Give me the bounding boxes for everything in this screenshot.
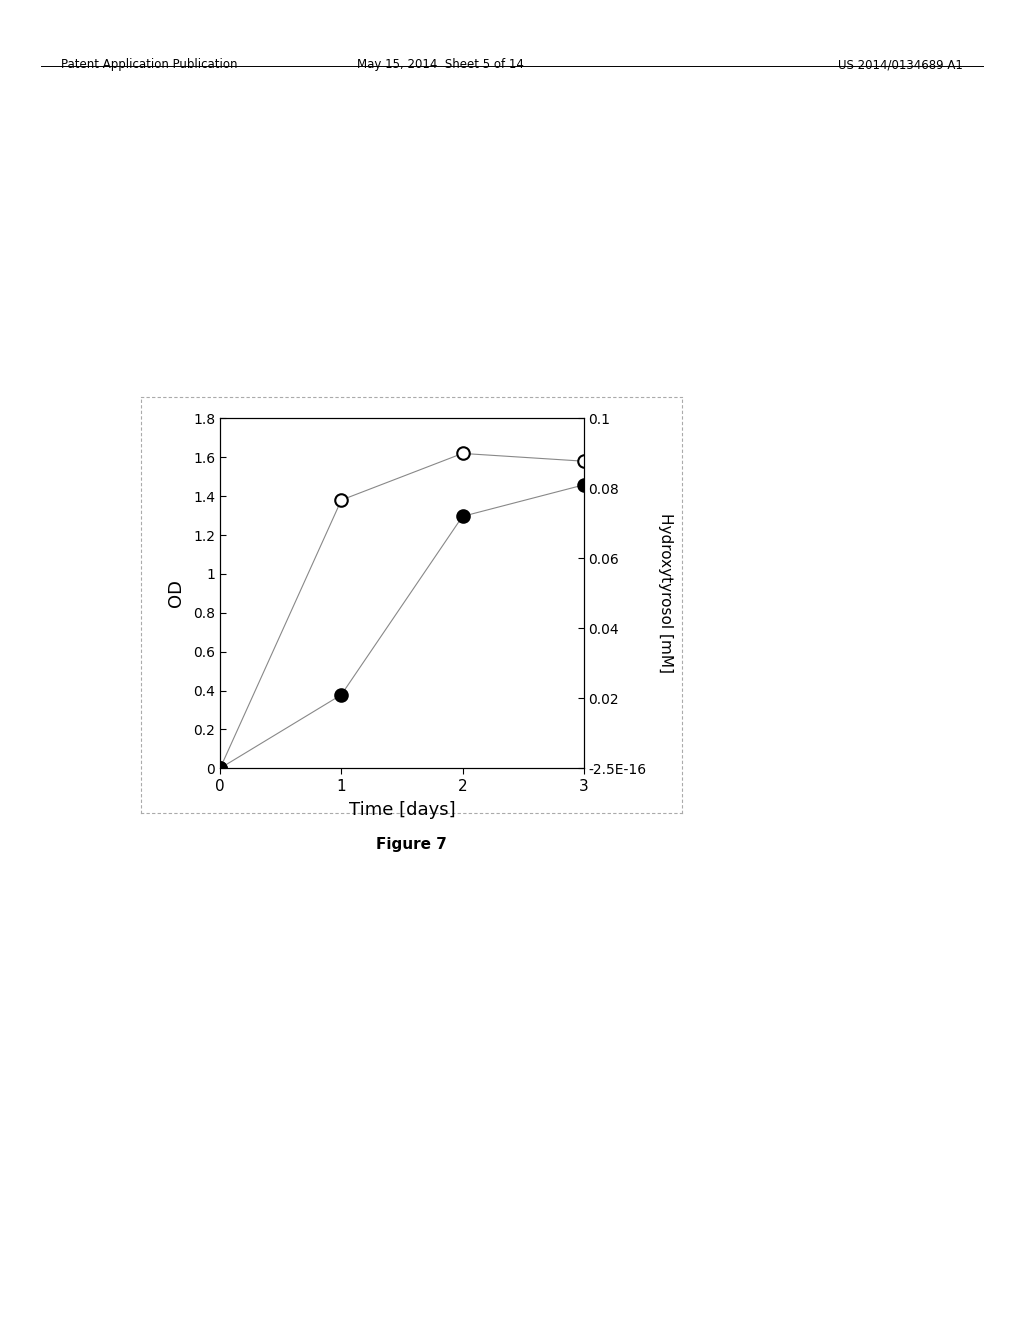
X-axis label: Time [days]: Time [days] [348,801,456,818]
Text: US 2014/0134689 A1: US 2014/0134689 A1 [838,58,963,71]
Text: May 15, 2014  Sheet 5 of 14: May 15, 2014 Sheet 5 of 14 [357,58,523,71]
Text: Patent Application Publication: Patent Application Publication [61,58,238,71]
Y-axis label: Hydroxytyrosol [mM]: Hydroxytyrosol [mM] [657,513,673,673]
Y-axis label: OD: OD [167,579,185,607]
Text: Figure 7: Figure 7 [376,837,447,851]
